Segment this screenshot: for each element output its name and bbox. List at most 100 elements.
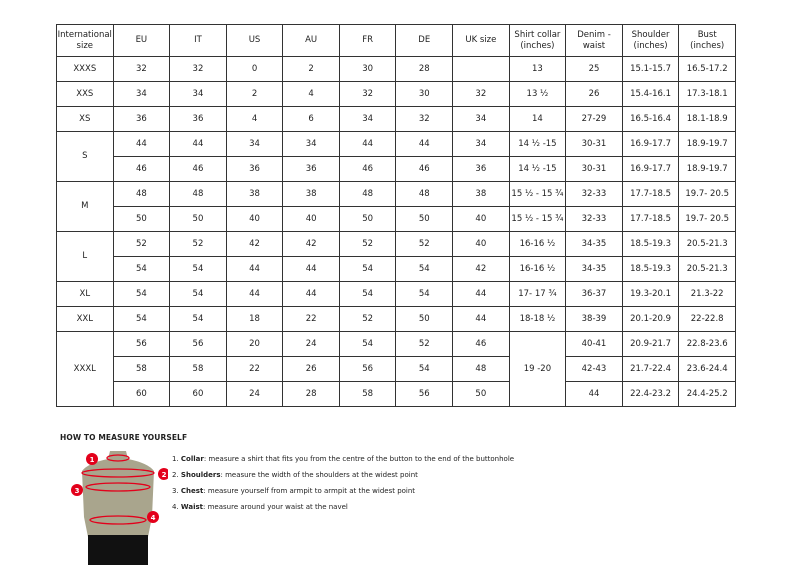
table-cell: 54 xyxy=(169,281,227,307)
table-row: XXXS 32 32 0 2 30 28 13 25 15.1-15.7 16.5-17.2 xyxy=(56,56,736,82)
table-cell: 44 xyxy=(225,281,284,307)
table-row: 58 58 22 26 56 54 48 42-43 21.7-22.4 23.6-24.4 xyxy=(57,356,736,382)
table-cell: 22 xyxy=(282,306,340,332)
table-cell: 24.4-25.2 xyxy=(678,381,736,407)
table-cell xyxy=(452,56,510,82)
table-cell: 44 xyxy=(565,381,623,407)
instruction-item: 1. Collar: measure a shirt that fits you… xyxy=(172,455,515,463)
table-row: M 48 48 38 38 48 48 38 15 ½ - 15 ¾ 32-33 17.7-18.5… xyxy=(56,181,736,232)
table-cell: 48 xyxy=(395,181,454,207)
table-cell: 56 xyxy=(112,331,171,357)
column-header: IT xyxy=(169,24,227,57)
table-cell: 30 xyxy=(395,81,454,107)
table-cell: L xyxy=(56,231,114,282)
table-cell: 18.5-19.3 xyxy=(621,256,680,282)
table-cell: 54 xyxy=(395,281,454,307)
table-cell: 50 xyxy=(395,206,454,232)
table-cell: 20.5-21.3 xyxy=(678,256,736,282)
table-cell: 46 xyxy=(112,156,171,182)
table-cell: 42-43 xyxy=(565,356,623,382)
table-cell: 52 xyxy=(338,306,397,332)
table-cell: 19.7- 20.5 xyxy=(678,206,736,232)
table-cell: 44 xyxy=(169,131,227,157)
table-cell: 30 xyxy=(338,56,397,82)
table-cell: 40-41 xyxy=(565,331,623,357)
table-cell: 32 xyxy=(395,106,454,132)
table-cell: 46 xyxy=(169,156,227,182)
table-cell: 20 xyxy=(225,331,284,357)
table-cell: 44 xyxy=(338,131,397,157)
table-cell: 46 xyxy=(338,156,397,182)
table-cell: 48 xyxy=(452,356,510,382)
table-cell: 52 xyxy=(395,331,454,357)
instruction-item: 2. Shoulders: measure the width of the s… xyxy=(172,471,418,479)
table-cell: 14 ½ -15 xyxy=(508,156,567,182)
table-cell: 14 xyxy=(508,106,567,132)
column-header: International size xyxy=(56,24,114,57)
table-cell: 48 xyxy=(169,181,227,207)
table-cell: 42 xyxy=(225,231,284,257)
table-cell: 56 xyxy=(338,356,397,382)
measure-instructions: 1. Collar: measure a shirt that fits you… xyxy=(172,451,514,515)
table-cell: 20.5-21.3 xyxy=(678,231,736,257)
table-cell: 38 xyxy=(282,181,340,207)
marker-4: 4 xyxy=(151,514,156,522)
table-cell: 50 xyxy=(452,381,510,407)
table-cell: 19 -20 xyxy=(508,331,567,407)
table-cell: 25 xyxy=(565,56,623,82)
instruction-item: 4. Waist: measure around your waist at t… xyxy=(172,503,348,511)
table-cell: 14 ½ -15 xyxy=(508,131,567,157)
table-cell: 15 ½ - 15 ¾ xyxy=(508,206,567,232)
table-cell: 34 xyxy=(452,106,510,132)
table-cell: 34 xyxy=(452,131,510,157)
table-cell: S xyxy=(56,131,114,182)
table-cell: 54 xyxy=(395,256,454,282)
table-cell: 34 xyxy=(112,81,171,107)
table-cell: 40 xyxy=(452,206,510,232)
table-row: XXXL 56 56 20 24 54 52 46 19 -20 40-41 20.9-21.7 22… xyxy=(56,331,736,407)
table-cell: 6 xyxy=(282,106,340,132)
table-cell: 44 xyxy=(395,131,454,157)
table-cell: 38 xyxy=(225,181,284,207)
column-header: AU xyxy=(282,24,340,57)
table-cell: 34 xyxy=(225,131,284,157)
table-cell: 18.1-18.9 xyxy=(678,106,736,132)
table-cell: 54 xyxy=(169,306,227,332)
column-header: Denim - waist xyxy=(565,24,623,57)
table-cell: 17- 17 ¾ xyxy=(508,281,567,307)
table-cell: 4 xyxy=(225,106,284,132)
table-cell: 22-22.8 xyxy=(678,306,736,332)
table-cell: 2 xyxy=(225,81,284,107)
table-cell: M xyxy=(56,181,114,232)
table-cell: 34 xyxy=(338,106,397,132)
table-cell: 15 ½ - 15 ¾ xyxy=(508,181,567,207)
table-cell: 58 xyxy=(169,356,227,382)
table-cell: 22.4-23.2 xyxy=(621,381,680,407)
table-cell: 58 xyxy=(112,356,171,382)
table-cell: 44 xyxy=(282,256,340,282)
marker-3: 3 xyxy=(75,487,80,495)
table-cell: 54 xyxy=(112,306,171,332)
table-cell: 15.4-16.1 xyxy=(621,81,680,107)
table-cell: XXL xyxy=(56,306,114,332)
table-cell: 32 xyxy=(169,56,227,82)
marker-2: 2 xyxy=(162,471,167,479)
table-cell: 54 xyxy=(395,356,454,382)
table-cell: 60 xyxy=(169,381,227,407)
table-cell: 46 xyxy=(395,156,454,182)
table-cell: 30-31 xyxy=(565,131,623,157)
table-cell: 44 xyxy=(452,306,510,332)
table-cell: 36 xyxy=(452,156,510,182)
table-cell: 32-33 xyxy=(565,206,623,232)
table-cell: 58 xyxy=(338,381,397,407)
table-cell: 52 xyxy=(169,231,227,257)
table-cell: 23.6-24.4 xyxy=(678,356,736,382)
table-cell: 38-39 xyxy=(565,306,623,332)
table-cell: XXS xyxy=(56,81,114,107)
table-cell: 17.7-18.5 xyxy=(621,206,680,232)
table-row: 54 54 44 44 54 54 42 16-16 ½ 34-35 18.5-19.3 20.5-… xyxy=(57,256,736,282)
instruction-item: 3. Chest: measure yourself from armpit t… xyxy=(172,487,416,495)
table-cell: 38 xyxy=(452,181,510,207)
table-cell: 44 xyxy=(225,256,284,282)
table-cell: 26 xyxy=(565,81,623,107)
